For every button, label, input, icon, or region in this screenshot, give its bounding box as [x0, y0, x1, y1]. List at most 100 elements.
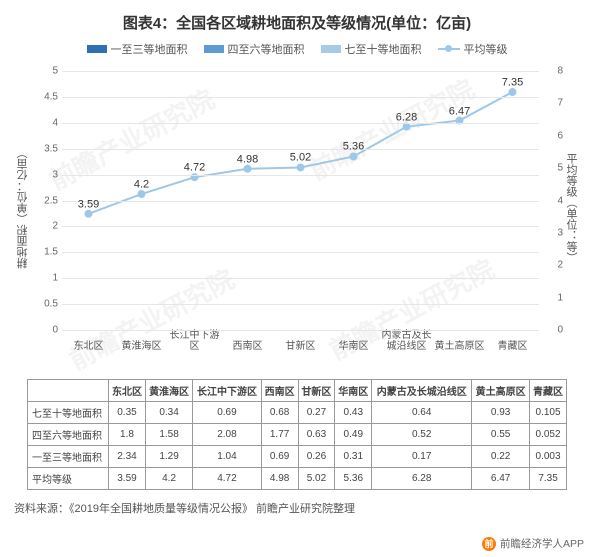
table-cell: 0.69: [193, 402, 261, 424]
table-cell: 0.27: [298, 402, 335, 424]
table-row: 一至三等地面积2.341.291.040.690.260.310.170.220…: [28, 446, 567, 468]
table-col-header: 内蒙古及长城沿线区: [372, 380, 472, 402]
x-category-label: 甘新区: [274, 341, 327, 352]
table-cell: 1.04: [193, 446, 261, 468]
table-cell: 0.68: [261, 402, 298, 424]
y-right-tick: 5: [557, 163, 563, 174]
gridline: [62, 278, 539, 279]
legend-item-line: 平均等级: [438, 41, 508, 57]
x-category-label: 华南区: [327, 341, 380, 352]
x-category-label: 长江中下游区: [168, 330, 221, 352]
x-category-label: 黄淮海区: [115, 341, 168, 352]
table-cell: 5.36: [335, 468, 372, 490]
table-cell: 1.58: [145, 424, 192, 446]
table-row-header: 七至十等地面积: [28, 402, 109, 424]
swatch-s2: [204, 45, 224, 53]
table-cell: 4.98: [261, 468, 298, 490]
table-cell: 0.17: [372, 446, 472, 468]
table-cell: 0.64: [372, 402, 472, 424]
table-cell: 7.35: [530, 468, 567, 490]
table-cell: 0.69: [261, 446, 298, 468]
table-cell: 0.105: [530, 402, 567, 424]
y-right-axis-label: 平均等级（单位：等）: [563, 153, 579, 263]
y-right-tick: 4: [557, 195, 563, 206]
table-col-header: 青藏区: [530, 380, 567, 402]
table-col-header: 黄土高原区: [472, 380, 530, 402]
legend-label-s2: 四至六等地面积: [228, 41, 305, 57]
table-cell: 0.55: [472, 424, 530, 446]
table-cell: 0.93: [472, 402, 530, 424]
x-category-label: 青藏区: [486, 341, 539, 352]
gridline: [62, 304, 539, 305]
table-cell: 1.77: [261, 424, 298, 446]
table-cell: 0.052: [530, 424, 567, 446]
table-cell: 0.22: [472, 446, 530, 468]
table-row: 七至十等地面积0.350.340.690.680.270.430.640.930…: [28, 402, 567, 424]
legend-label-line: 平均等级: [464, 41, 508, 57]
table-row-header: 四至六等地面积: [28, 424, 109, 446]
y-left-tick: 2: [34, 221, 58, 232]
table-cell: 4.72: [193, 468, 261, 490]
y-right-tick: 1: [557, 292, 563, 303]
gridline: [62, 149, 539, 150]
table-cell: 0.43: [335, 402, 372, 424]
table-cell: 2.08: [193, 424, 261, 446]
table-cell: 2.34: [109, 446, 146, 468]
table-cell: 0.26: [298, 446, 335, 468]
table-cell: 3.59: [109, 468, 146, 490]
y-left-tick: 5: [34, 66, 58, 77]
table-header-row: 东北区黄淮海区长江中下游区西南区甘新区华南区内蒙古及长城沿线区黄土高原区青藏区: [28, 380, 567, 402]
swatch-line: [438, 48, 460, 50]
gridline: [62, 226, 539, 227]
line-point-label: 6.28: [396, 111, 417, 123]
line-point-label: 3.59: [78, 198, 99, 210]
table-cell: 0.003: [530, 446, 567, 468]
line-point-label: 7.35: [502, 76, 523, 88]
table-cell: 0.52: [372, 424, 472, 446]
legend-item-s3: 七至十等地面积: [321, 41, 422, 57]
table-cell: 0.35: [109, 402, 146, 424]
y-right-tick: 6: [557, 130, 563, 141]
gridline: [62, 97, 539, 98]
y-left-tick: 2.5: [34, 195, 58, 206]
credit: 前 前瞻经济学人APP: [482, 536, 584, 551]
y-left-tick: 3.5: [34, 143, 58, 154]
table-row-header: 一至三等地面积: [28, 446, 109, 468]
legend-label-s1: 一至三等地面积: [111, 41, 188, 57]
line-point-label: 4.98: [237, 153, 258, 165]
x-category-label: 内蒙古及长城沿线区: [380, 330, 433, 352]
gridline: [62, 71, 539, 72]
legend: 一至三等地面积 四至六等地面积 七至十等地面积 平均等级: [0, 41, 594, 57]
table-cell: 5.02: [298, 468, 335, 490]
table-row-header: 平均等级: [28, 468, 109, 490]
table-col-header: 黄淮海区: [145, 380, 192, 402]
line-point-label: 4.2: [134, 178, 149, 190]
table-col-header: 长江中下游区: [193, 380, 261, 402]
credit-text: 前瞻经济学人APP: [500, 536, 584, 551]
table-col-header: 甘新区: [298, 380, 335, 402]
y-left-tick: 4: [34, 117, 58, 128]
table-cell: 0.31: [335, 446, 372, 468]
line-point-label: 6.47: [449, 105, 470, 117]
table-col-header: 东北区: [109, 380, 146, 402]
gridline: [62, 330, 539, 331]
swatch-s3: [321, 45, 341, 53]
line-point-label: 5.36: [343, 141, 364, 153]
data-table: 东北区黄淮海区长江中下游区西南区甘新区华南区内蒙古及长城沿线区黄土高原区青藏区七…: [27, 379, 567, 490]
x-category-label: 东北区: [62, 341, 115, 352]
table-cell: 0.49: [335, 424, 372, 446]
table-cell: 1.29: [145, 446, 192, 468]
y-left-tick: 1: [34, 273, 58, 284]
legend-item-s1: 一至三等地面积: [87, 41, 188, 57]
x-category-label: 西南区: [221, 341, 274, 352]
gridline: [62, 123, 539, 124]
line-point-label: 5.02: [290, 152, 311, 164]
source-text: 资料来源：《2019年全国耕地质量等级情况公报》 前瞻产业研究院整理: [0, 494, 594, 522]
line-point-label: 4.72: [184, 162, 205, 174]
table-cell: 1.8: [109, 424, 146, 446]
gridline: [62, 252, 539, 253]
table-cell: 4.2: [145, 468, 192, 490]
y-right-tick: 2: [557, 260, 563, 271]
table-cell: 0.34: [145, 402, 192, 424]
y-left-tick: 1.5: [34, 247, 58, 258]
